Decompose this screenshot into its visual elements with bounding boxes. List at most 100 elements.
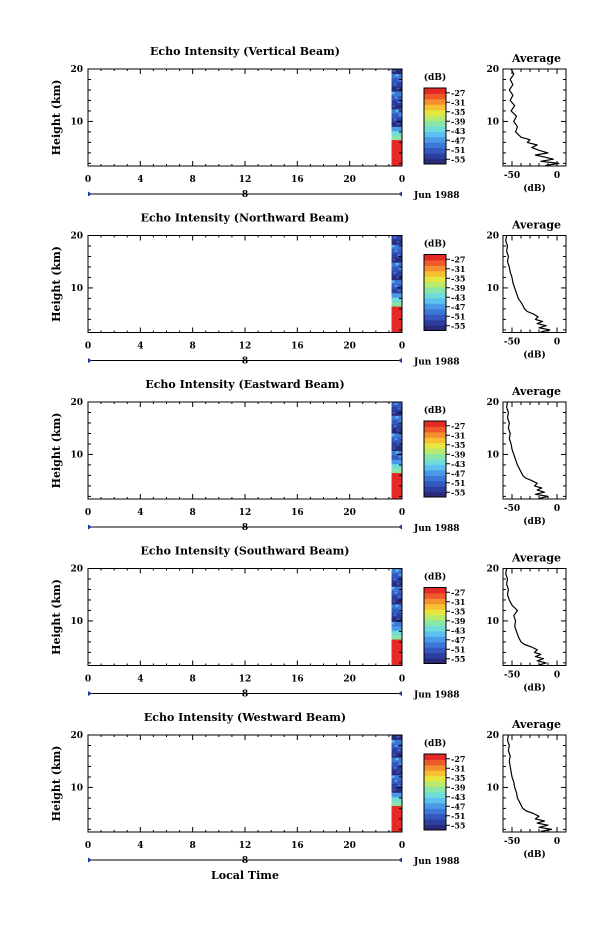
colorbar-segment bbox=[424, 325, 446, 331]
echo-cell bbox=[391, 577, 402, 583]
x-tick-label: 20 bbox=[343, 175, 356, 185]
x-tick-label: 4 bbox=[137, 175, 143, 185]
echo-speckle bbox=[396, 736, 400, 738]
y-tick-label: 10 bbox=[70, 783, 83, 793]
colorbar-tick-label: -31 bbox=[451, 97, 465, 107]
y-axis-label: Height (km) bbox=[50, 80, 63, 156]
x-tick-label: 4 bbox=[137, 675, 143, 685]
echo-cell bbox=[391, 406, 402, 412]
echo-speckle bbox=[395, 109, 399, 112]
echo-speckle bbox=[395, 569, 399, 572]
colorbar-segment bbox=[424, 813, 446, 820]
colorbar-segment bbox=[424, 587, 446, 594]
colorbar-segment bbox=[424, 469, 446, 476]
month-label: Jun 1988 bbox=[413, 524, 460, 534]
echo-speckle bbox=[392, 70, 396, 72]
echo-speckle bbox=[397, 407, 401, 410]
colorbar-tick-label: -35 bbox=[451, 440, 465, 450]
echo-cell bbox=[391, 235, 402, 241]
colorbar-tick-label: -31 bbox=[451, 597, 465, 607]
colorbar-segment bbox=[424, 147, 446, 154]
echo-speckle bbox=[392, 600, 396, 603]
echo-cell bbox=[391, 152, 402, 158]
month-label: Jun 1988 bbox=[413, 191, 460, 201]
echo-cell bbox=[391, 288, 402, 294]
time-axis: 0 4 8 12 16 20 0 bbox=[85, 402, 405, 518]
colorbar-tick-label: -51 bbox=[451, 145, 465, 155]
echo-cell bbox=[391, 117, 402, 123]
colorbar-segment bbox=[424, 437, 446, 444]
plot-frame bbox=[87, 568, 403, 666]
echo-cell bbox=[391, 441, 402, 447]
plot-frame bbox=[87, 401, 403, 500]
echo-speckle bbox=[396, 618, 400, 620]
x-tick-label: 0 bbox=[399, 841, 405, 851]
echo-speckle bbox=[395, 416, 399, 419]
beam-panel-3: Echo Intensity (Eastward Beam) 10 20 Height… bbox=[50, 378, 567, 534]
echo-cell bbox=[391, 801, 402, 807]
date-arrow-left bbox=[88, 191, 92, 197]
colorbar-tick-label: -35 bbox=[451, 773, 465, 783]
colorbar-segment bbox=[424, 136, 446, 143]
y-tick-label: 10 bbox=[70, 450, 83, 460]
echo-speckle bbox=[392, 753, 396, 756]
avg-x-tick-label: 0 bbox=[554, 671, 560, 681]
echo-cell bbox=[391, 494, 402, 500]
colorbar-segment bbox=[424, 297, 446, 304]
echo-speckle bbox=[391, 245, 395, 248]
echo-cell bbox=[391, 292, 402, 298]
x-tick-label: 0 bbox=[85, 342, 91, 352]
echo-cell bbox=[391, 572, 402, 578]
echo-cell bbox=[391, 157, 402, 163]
echo-cell bbox=[391, 328, 402, 333]
echo-cell bbox=[391, 279, 402, 285]
echo-cell bbox=[391, 805, 402, 811]
echo-cell bbox=[391, 630, 402, 636]
height-axis: 10 20 bbox=[70, 232, 402, 331]
y-axis-label: Height (km) bbox=[50, 246, 63, 322]
echo-cell bbox=[391, 792, 402, 798]
echo-speckle bbox=[396, 771, 400, 774]
colorbar-tick-label: -39 bbox=[451, 449, 466, 459]
colorbar-segment bbox=[424, 797, 446, 804]
avg-y-tick-label: 20 bbox=[486, 232, 499, 242]
avg-x-axis-label: (dB) bbox=[523, 350, 545, 361]
echo-cell bbox=[391, 459, 402, 465]
colorbar-tick-label: -51 bbox=[451, 311, 465, 321]
colorbar-tick-label: -27 bbox=[451, 754, 465, 764]
x-tick-label: 12 bbox=[239, 508, 252, 518]
colorbar-segment bbox=[424, 641, 446, 648]
echo-speckle bbox=[398, 420, 402, 423]
colorbar-tick-label: -51 bbox=[451, 478, 465, 488]
colorbar-tick-label: -35 bbox=[451, 273, 465, 283]
echo-cell bbox=[391, 244, 402, 250]
average-frame bbox=[502, 568, 567, 666]
echo-cell bbox=[391, 446, 402, 451]
colorbar-segment bbox=[424, 287, 446, 293]
beam-panel-2: Echo Intensity (Northward Beam) 10 20 Heigh… bbox=[50, 212, 567, 368]
echo-speckle bbox=[394, 438, 398, 441]
colorbar-segment bbox=[424, 120, 446, 127]
plot-frame bbox=[87, 68, 403, 167]
echo-cell bbox=[391, 297, 402, 303]
average-profile-panel: Average 10 20 -50 0 (dB) bbox=[486, 52, 567, 194]
colorbar-tick-label: -55 bbox=[451, 154, 465, 164]
echo-speckle bbox=[392, 411, 396, 414]
x-tick-label: 4 bbox=[137, 841, 143, 851]
colorbar-segment bbox=[424, 115, 446, 122]
echo-cell bbox=[391, 104, 402, 110]
avg-y-tick-label: 10 bbox=[486, 284, 499, 294]
x-tick-label: 20 bbox=[343, 342, 356, 352]
x-tick-label: 12 bbox=[239, 841, 252, 851]
echo-cell bbox=[391, 432, 402, 438]
avg-y-tick-label: 10 bbox=[486, 783, 499, 793]
average-profile-panel: Average 10 20 -50 0 (dB) bbox=[486, 219, 567, 361]
echo-cell bbox=[391, 661, 402, 666]
colorbar-tick-label: -31 bbox=[451, 763, 465, 773]
echo-cell bbox=[391, 761, 402, 767]
echo-cell bbox=[391, 310, 402, 316]
colorbar-tick-label: -47 bbox=[451, 468, 465, 478]
colorbar-segment bbox=[424, 88, 446, 94]
echo-cell bbox=[391, 748, 402, 754]
echo-cell bbox=[391, 490, 402, 496]
